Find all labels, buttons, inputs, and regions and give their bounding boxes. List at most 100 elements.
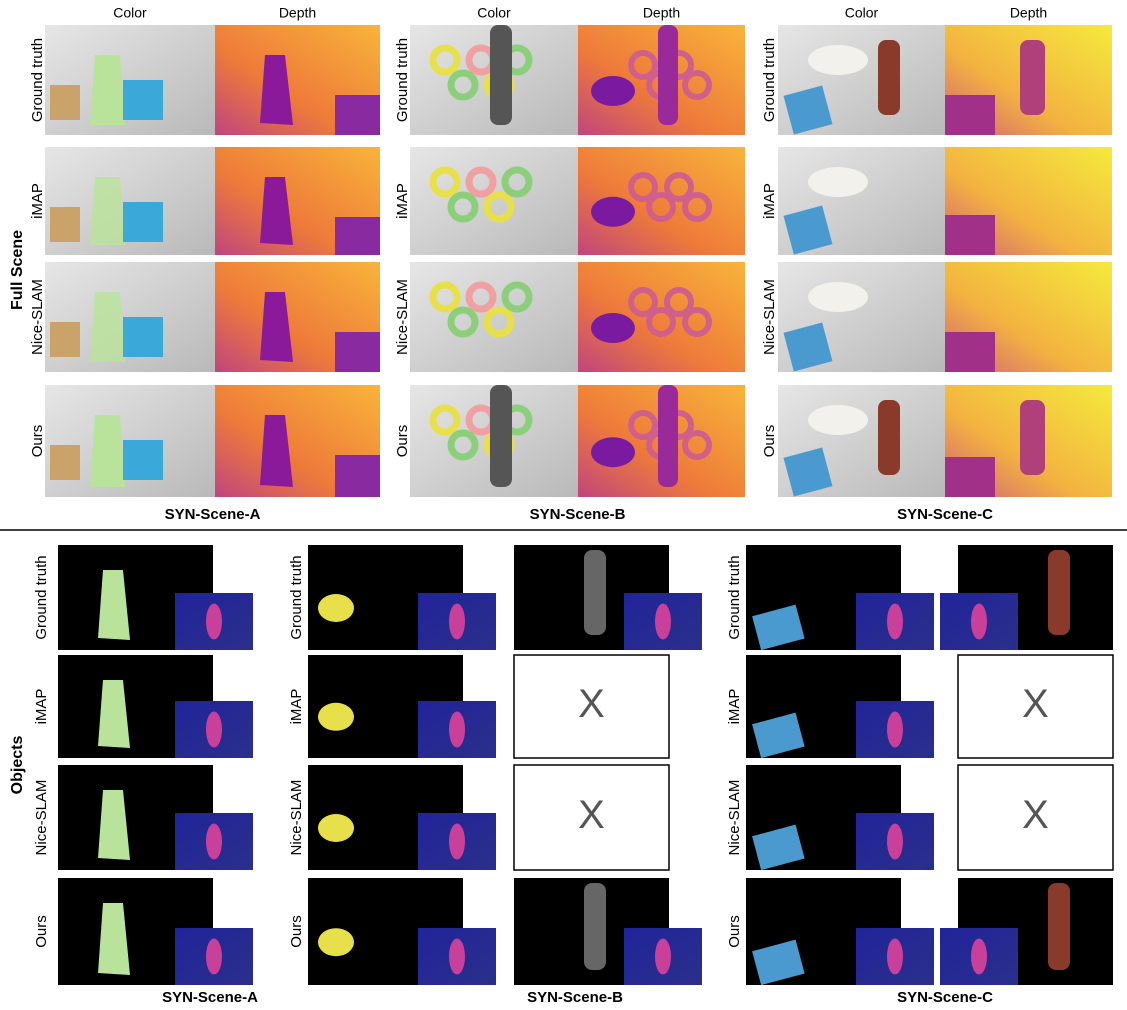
- scene-label: SYN-Scene-A: [165, 506, 261, 523]
- column-header: Color: [477, 5, 511, 21]
- object: [490, 385, 512, 487]
- object: [465, 166, 497, 198]
- object: [808, 167, 868, 197]
- depth-object: [887, 603, 903, 640]
- object: [318, 702, 354, 731]
- object: [584, 550, 606, 635]
- depth-object: [335, 95, 380, 135]
- object: [90, 177, 125, 245]
- object: [1048, 883, 1070, 970]
- row-label: Ours: [33, 915, 50, 948]
- depth-object: [682, 70, 712, 100]
- depth-object: [682, 430, 712, 460]
- object: [447, 69, 479, 101]
- row-label: Ground truth: [394, 38, 411, 122]
- object: [90, 55, 125, 125]
- object: [318, 594, 354, 622]
- depth-object: [658, 25, 678, 125]
- object: [501, 166, 533, 198]
- row-label: Ours: [394, 425, 411, 458]
- object: [50, 445, 80, 480]
- object: [318, 814, 354, 842]
- row-label: Nice-SLAM: [726, 780, 743, 856]
- object: [318, 928, 354, 957]
- row-label: Ours: [29, 425, 46, 458]
- object: [90, 415, 125, 487]
- depth-object: [664, 172, 694, 202]
- missing-mark: X: [578, 682, 605, 726]
- depth-object: [655, 938, 671, 975]
- depth-object: [646, 307, 676, 337]
- depth-object: [887, 938, 903, 975]
- depth-object: [945, 332, 995, 372]
- row-label: Ground truth: [726, 555, 743, 639]
- missing-mark: X: [578, 793, 605, 837]
- depth-object: [628, 172, 658, 202]
- depth-object: [591, 76, 635, 106]
- row-label: iMAP: [288, 689, 305, 725]
- object: [1048, 550, 1070, 635]
- row-label: Nice-SLAM: [761, 279, 778, 355]
- object: [752, 604, 805, 651]
- depth-object: [335, 455, 380, 497]
- depth-object: [449, 938, 465, 975]
- object: [483, 306, 515, 338]
- object: [123, 317, 163, 357]
- column-header: Color: [113, 5, 147, 21]
- depth-object: [887, 711, 903, 748]
- row-label: Ours: [726, 915, 743, 948]
- object: [501, 281, 533, 313]
- object: [429, 281, 461, 313]
- section-label: Full Scene: [9, 230, 26, 310]
- row-label: Ground truth: [761, 38, 778, 122]
- depth-object: [591, 196, 635, 227]
- scene-label: SYN-Scene-C: [897, 989, 993, 1006]
- object: [429, 404, 461, 436]
- object: [447, 429, 479, 461]
- column-header: Depth: [1010, 5, 1047, 21]
- object: [783, 85, 833, 135]
- depth-object: [206, 711, 222, 748]
- object: [878, 40, 900, 115]
- depth-object: [646, 192, 676, 222]
- object: [90, 292, 125, 362]
- object: [783, 322, 833, 372]
- object: [123, 202, 163, 242]
- row-label: Nice-SLAM: [33, 780, 50, 856]
- row-label: Nice-SLAM: [288, 780, 305, 856]
- depth-object: [655, 603, 671, 640]
- row-label: Nice-SLAM: [29, 279, 46, 355]
- column-header: Depth: [643, 5, 680, 21]
- object: [465, 281, 497, 313]
- object: [429, 44, 461, 76]
- depth-object: [206, 603, 222, 640]
- object: [808, 282, 868, 312]
- column-header: Depth: [279, 5, 316, 21]
- depth-object: [449, 823, 465, 860]
- object: [878, 400, 900, 475]
- object: [98, 680, 130, 748]
- object: [429, 166, 461, 198]
- object: [123, 80, 163, 120]
- object: [490, 25, 512, 125]
- depth-object: [628, 50, 658, 80]
- depth-object: [335, 332, 380, 372]
- depth-object: [1020, 400, 1045, 475]
- object: [98, 903, 130, 975]
- depth-object: [682, 307, 712, 337]
- row-label: iMAP: [33, 689, 50, 725]
- depth-object: [260, 415, 293, 487]
- object: [447, 306, 479, 338]
- depth-object: [971, 938, 987, 975]
- missing-panel: [513, 654, 670, 759]
- color-image: [410, 262, 578, 372]
- depth-object: [1020, 40, 1045, 115]
- object: [752, 824, 805, 871]
- object: [50, 85, 80, 120]
- depth-object: [260, 55, 293, 125]
- object: [783, 447, 833, 497]
- row-label: iMAP: [761, 183, 778, 219]
- depth-object: [206, 938, 222, 975]
- object: [123, 440, 163, 480]
